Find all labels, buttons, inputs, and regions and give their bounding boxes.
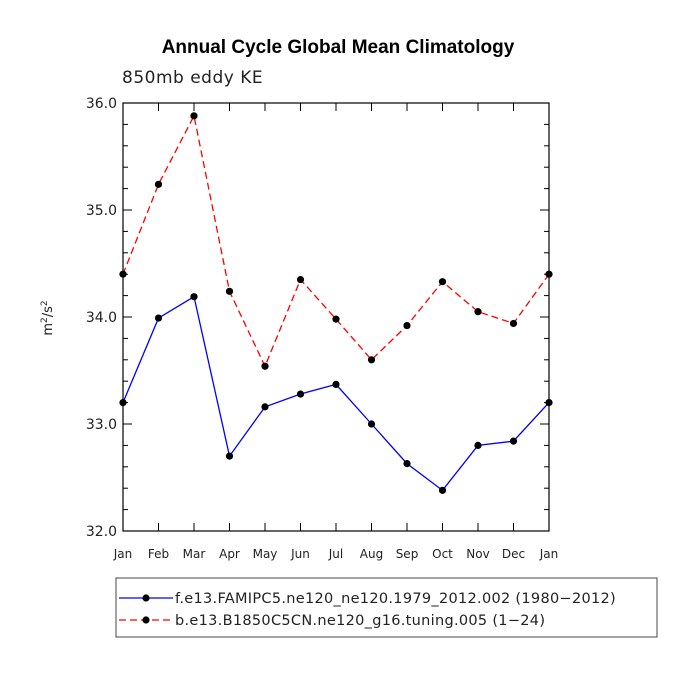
x-tick-label: Jan	[113, 547, 133, 561]
data-point	[296, 275, 305, 284]
data-point	[367, 420, 376, 428]
y-tick-label: 33.0	[86, 417, 117, 433]
data-point	[154, 314, 163, 322]
data-point	[545, 399, 553, 407]
data-point	[154, 180, 163, 188]
data-point	[225, 452, 234, 460]
legend: f.e13.FAMIPC5.ne120_ne120.1979_2012.002 …	[119, 591, 616, 629]
x-tick-label: Dec	[502, 547, 525, 561]
data-point	[367, 356, 376, 364]
series-line-2	[122, 113, 550, 368]
data-point	[474, 308, 482, 316]
data-point	[190, 293, 198, 301]
y-tick-label: 35.0	[86, 203, 117, 219]
x-tick-label: Aug	[360, 547, 383, 561]
x-tick-label: Jul	[328, 547, 343, 561]
x-tick-label: Nov	[466, 547, 489, 561]
legend-marker-2	[142, 616, 150, 624]
data-point	[509, 319, 518, 328]
series-line-1	[122, 295, 550, 492]
x-tick-label: Sep	[396, 547, 419, 561]
data-point	[261, 362, 269, 370]
data-point	[545, 270, 553, 278]
chart-title: Annual Cycle Global Mean Climatology	[162, 37, 515, 58]
x-tick-label: Oct	[432, 547, 453, 561]
data-point	[474, 441, 482, 449]
series-layer	[119, 112, 553, 494]
x-tick-label: Mar	[183, 547, 206, 561]
y-tick-label: 36.0	[86, 96, 117, 112]
data-point	[190, 112, 198, 120]
legend-label-2: b.e13.B1850C5CN.ne120_g16.tuning.005 (1−…	[175, 613, 545, 629]
chart-subtitle: 850mb eddy KE	[122, 68, 263, 88]
x-tick-label: Feb	[148, 547, 169, 561]
data-point	[332, 315, 340, 323]
data-point	[225, 287, 234, 295]
data-point	[403, 321, 411, 330]
legend-marker-1	[142, 594, 150, 602]
data-point	[403, 459, 411, 468]
data-point	[509, 437, 518, 445]
data-point	[119, 399, 127, 407]
data-point	[119, 270, 127, 278]
x-tick-label: Apr	[219, 547, 240, 561]
data-point	[438, 278, 447, 286]
data-point	[332, 380, 340, 389]
x-tick-label: May	[253, 547, 278, 561]
y-tick-label: 34.0	[86, 310, 117, 326]
legend-label-1: f.e13.FAMIPC5.ne120_ne120.1979_2012.002 …	[175, 591, 616, 607]
axes-layer: 32.0 33.0 34.0 35.0 36.0 Jan Feb Mar Apr May Jun Ju…	[86, 96, 558, 561]
x-tick-label: Jan	[539, 547, 559, 561]
data-point	[296, 390, 305, 398]
x-tick-label: Jun	[290, 547, 310, 561]
y-axis-label: m2/s2	[40, 300, 56, 335]
legend-box	[115, 577, 658, 638]
data-point	[261, 403, 269, 411]
y-tick-label: 32.0	[86, 524, 117, 540]
data-point	[438, 486, 447, 494]
